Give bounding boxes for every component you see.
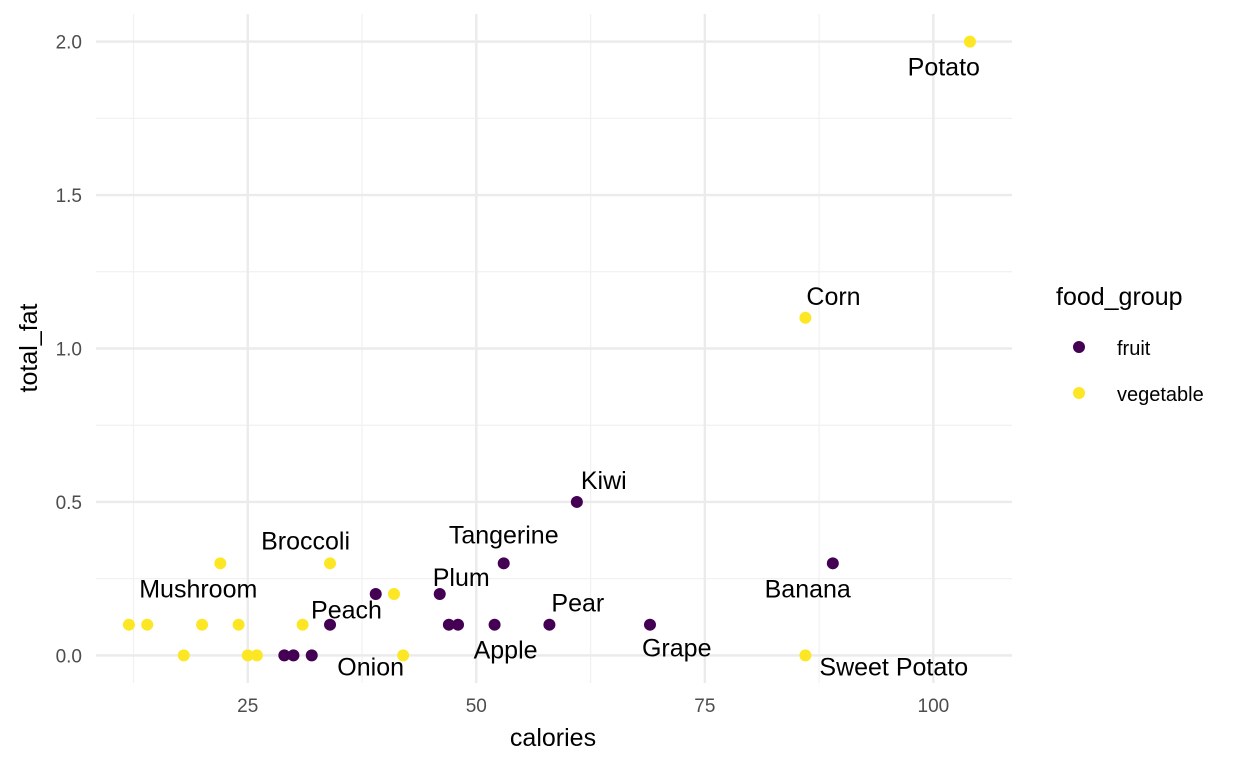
point-fruit (305, 649, 318, 662)
point-vegetable (177, 649, 190, 662)
y-axis-ticks: 0.0 0.5 1.0 1.5 2.0 (56, 33, 82, 668)
point-label: Plum (433, 564, 490, 592)
point-label: Grape (642, 635, 711, 663)
legend-key-fruit (1073, 341, 1085, 353)
point-vegetable (241, 649, 254, 662)
legend: food_group fruit vegetable (1056, 283, 1204, 406)
point-label: Corn (806, 283, 860, 311)
legend-label-fruit: fruit (1117, 338, 1151, 360)
point-fruit (826, 557, 839, 570)
y-tick-label: 0.0 (56, 646, 82, 667)
x-axis-title: calories (510, 724, 596, 752)
point-label: Pear (551, 590, 604, 618)
point-fruit (643, 618, 656, 631)
point-fruit (324, 618, 337, 631)
point-label: Mushroom (139, 575, 257, 603)
point-labels: Potato Corn Kiwi Tangerine Broccoli Banana Mus… (139, 54, 980, 682)
x-tick-label: 75 (694, 696, 715, 717)
point-label: Kiwi (581, 467, 627, 495)
point-vegetable (250, 649, 263, 662)
x-tick-label: 100 (918, 696, 950, 717)
point-fruit (570, 495, 583, 508)
point-fruit (497, 557, 510, 570)
point-vegetable (296, 618, 309, 631)
point-fruit (452, 618, 465, 631)
point-vegetable (963, 35, 976, 48)
point-vegetable (799, 649, 812, 662)
x-tick-label: 25 (237, 696, 258, 717)
point-fruit (369, 588, 382, 601)
y-tick-label: 2.0 (56, 33, 82, 54)
point-label: Broccoli (261, 527, 350, 555)
point-label: Peach (311, 597, 382, 625)
legend-title: food_group (1056, 283, 1183, 311)
point-vegetable (214, 557, 227, 570)
point-fruit (287, 649, 300, 662)
x-tick-label: 50 (466, 696, 487, 717)
y-tick-label: 0.5 (56, 493, 82, 514)
point-label: Apple (474, 637, 538, 665)
legend-label-vegetable: vegetable (1117, 384, 1204, 406)
x-axis-ticks: 25 50 75 100 (237, 696, 949, 717)
point-vegetable (122, 618, 135, 631)
point-vegetable (799, 311, 812, 324)
point-fruit (433, 588, 446, 601)
point-fruit (543, 618, 556, 631)
point-label: Onion (337, 653, 404, 681)
major-gridlines (96, 14, 1012, 683)
point-vegetable (141, 618, 154, 631)
point-vegetable (397, 649, 410, 662)
y-axis-title: total_fat (15, 303, 43, 392)
point-label: Tangerine (449, 521, 559, 549)
y-tick-label: 1.0 (56, 340, 82, 361)
point-fruit (442, 618, 455, 631)
point-label: Banana (765, 575, 851, 603)
data-points (122, 35, 976, 662)
point-label: Potato (908, 54, 980, 82)
legend-key-vegetable (1073, 387, 1085, 399)
y-tick-label: 1.5 (56, 186, 82, 207)
point-vegetable (232, 618, 245, 631)
point-vegetable (324, 557, 337, 570)
point-fruit (278, 649, 291, 662)
point-vegetable (388, 588, 401, 601)
point-label: Sweet Potato (819, 653, 968, 681)
point-vegetable (196, 618, 209, 631)
point-fruit (488, 618, 501, 631)
